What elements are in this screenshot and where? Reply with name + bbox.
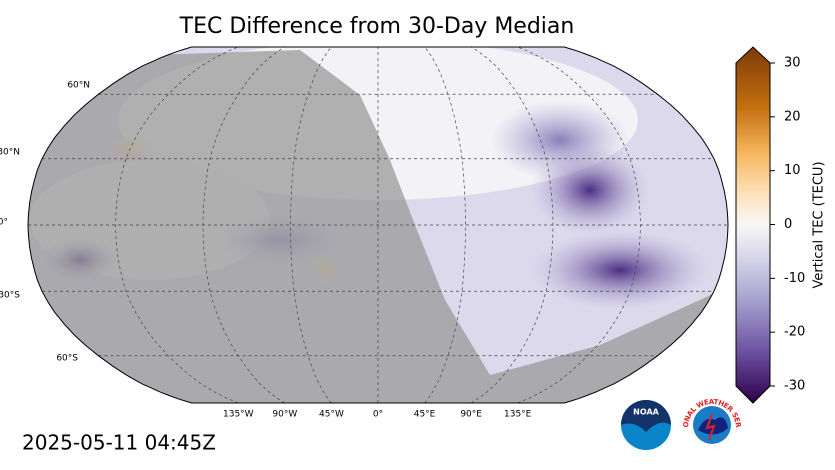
colorbar: 30 20 10 0 -10 -20 -30 Vertical TEC (TECU) <box>735 46 827 404</box>
meridian <box>517 47 641 403</box>
colorbar-tick-label: 10 <box>784 163 801 178</box>
colorbar-tick-label: -10 <box>784 271 805 286</box>
lat-label: 30°N <box>0 148 20 158</box>
lon-label: 135°E <box>504 410 532 420</box>
map <box>28 47 728 403</box>
colorbar-tick-label: 0 <box>784 217 792 232</box>
colorbar-tick-label: 30 <box>784 56 801 71</box>
lat-label: 60°S <box>56 354 78 364</box>
meridian <box>290 47 332 403</box>
lon-label: 90°W <box>272 410 297 420</box>
colorbar-label: Vertical TEC (TECU) <box>812 161 827 288</box>
colorbar-tick-label: 20 <box>784 109 801 124</box>
map-field <box>530 230 710 310</box>
lon-label: 0° <box>373 410 383 420</box>
colorbar-tick-label: -20 <box>784 325 805 340</box>
meridian <box>424 47 466 403</box>
lat-label: 60°N <box>67 81 90 91</box>
lon-label: 45°E <box>414 410 436 420</box>
lat-label: 0° <box>0 218 8 228</box>
meridian <box>115 47 239 403</box>
title: TEC Difference from 30-Day Median <box>179 14 575 39</box>
map-field <box>490 100 630 180</box>
meridian <box>470 47 554 403</box>
noaa-logo: NOAA <box>621 400 671 450</box>
colorbar-tick-label: -30 <box>784 379 805 394</box>
noaa-text: NOAA <box>633 408 659 417</box>
lon-label: 45°W <box>319 410 344 420</box>
map-outline <box>27 46 729 404</box>
night-shade <box>28 50 728 403</box>
lon-label: 90°E <box>460 410 482 420</box>
lon-label: 135°W <box>223 410 254 420</box>
meridian <box>202 47 286 403</box>
graticule <box>28 47 728 403</box>
colorbar-body <box>735 46 771 404</box>
timestamp: 2025-05-11 04:45Z <box>22 431 216 455</box>
lat-label: 30°S <box>0 291 20 301</box>
